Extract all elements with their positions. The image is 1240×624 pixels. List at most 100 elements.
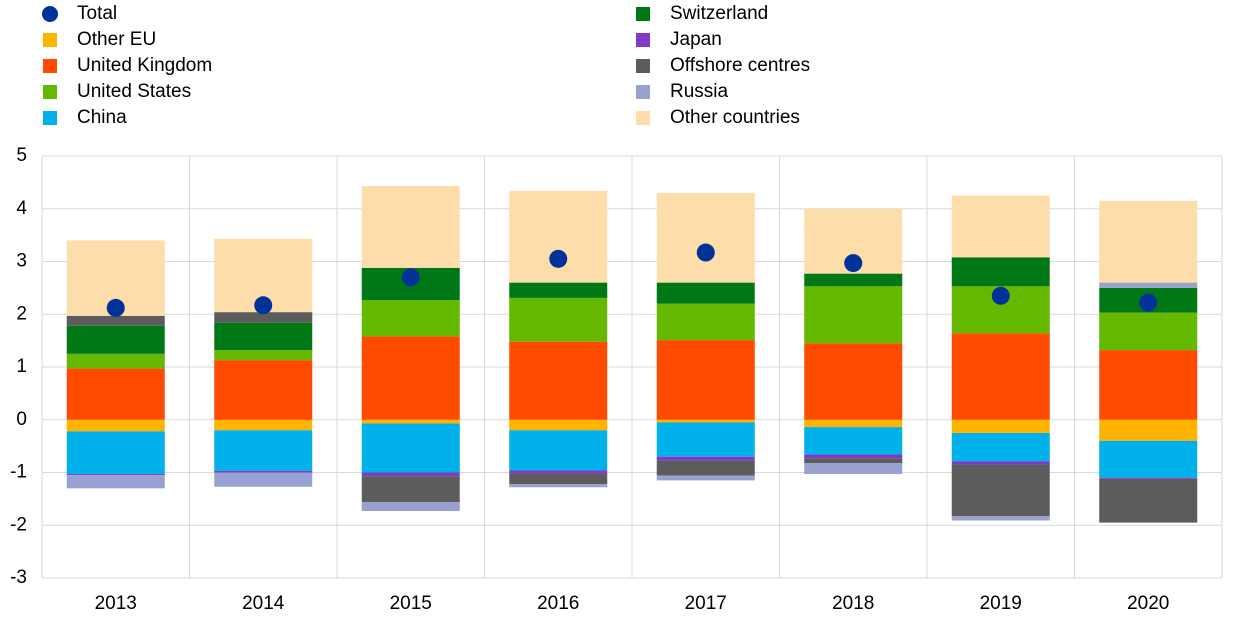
bar-segment — [1099, 477, 1198, 479]
bar-segment — [214, 430, 313, 471]
bar-segment — [214, 322, 313, 351]
legend-marker — [42, 6, 58, 22]
bar-segment — [656, 192, 755, 283]
bar-segment — [509, 297, 608, 342]
bar-segment — [214, 360, 313, 420]
legend-label: Russia — [670, 81, 729, 102]
legend-label: United States — [77, 81, 191, 102]
legend-marker — [43, 59, 57, 73]
bar-segment — [656, 456, 755, 461]
total-dot — [844, 254, 863, 273]
bar-segment — [804, 463, 903, 475]
bar-segment — [66, 431, 165, 475]
y-tick-label: -3 — [10, 567, 27, 588]
bar-segment — [509, 282, 608, 298]
bar-segment — [66, 474, 165, 476]
bar-segment — [66, 475, 165, 489]
bar-segment — [804, 458, 903, 464]
total-dot — [696, 243, 715, 262]
bar-segment — [66, 368, 165, 420]
legend-label: Other EU — [77, 29, 156, 50]
bar-segment — [1099, 350, 1198, 420]
x-tick-label: 2014 — [242, 593, 285, 614]
legend-label: Other countries — [670, 107, 800, 128]
x-tick-label: 2016 — [537, 593, 579, 614]
bar-segment — [951, 461, 1050, 465]
bar-segment — [656, 282, 755, 304]
bar-segment — [804, 427, 903, 455]
total-dot — [549, 249, 568, 268]
bar-segment — [1099, 312, 1198, 351]
x-tick-label: 2017 — [685, 593, 727, 614]
bar-segment — [951, 195, 1050, 258]
legend-label: Offshore centres — [670, 55, 810, 76]
bar-segment — [214, 472, 313, 487]
legend-marker — [636, 111, 650, 125]
bar-segment — [66, 315, 165, 326]
bar-segment — [214, 419, 313, 431]
legend-label: Japan — [670, 29, 722, 50]
bar-segment — [804, 454, 903, 459]
bar-segment — [361, 472, 460, 477]
bar-segment — [214, 312, 313, 323]
bar-segment — [804, 286, 903, 344]
bar-segment — [361, 476, 460, 503]
bar-segment — [1099, 440, 1198, 478]
bar-segment — [66, 419, 165, 432]
bar-segment — [656, 460, 755, 476]
x-tick-label: 2018 — [832, 593, 874, 614]
total-dot — [1139, 293, 1158, 312]
legend-marker — [636, 33, 650, 47]
y-tick-label: 4 — [16, 198, 27, 219]
bar-segment — [804, 273, 903, 287]
total-dot — [401, 268, 420, 287]
bar-segment — [214, 470, 313, 473]
x-tick-label: 2015 — [390, 593, 432, 614]
bar-segment — [656, 422, 755, 457]
y-tick-label: 0 — [16, 409, 27, 430]
bar-segment — [509, 190, 608, 283]
bar-segment — [1099, 419, 1198, 441]
total-dot — [991, 286, 1010, 305]
bar-segment — [951, 516, 1050, 521]
y-tick-label: -1 — [10, 462, 27, 483]
x-tick-label: 2013 — [95, 593, 137, 614]
total-dot — [254, 296, 273, 315]
bar-segment — [804, 419, 903, 428]
bar-segment — [656, 475, 755, 481]
legend-label: United Kingdom — [77, 55, 212, 76]
bar-segment — [361, 336, 460, 420]
bar-segment — [361, 300, 460, 337]
bar-segment — [509, 473, 608, 485]
bar-segment — [1099, 282, 1198, 288]
bar-segment — [656, 303, 755, 341]
bar-segment — [951, 432, 1050, 462]
bar-segment — [509, 470, 608, 474]
bar-segment — [804, 343, 903, 420]
bar-segment — [66, 353, 165, 369]
y-tick-label: 3 — [16, 251, 27, 272]
legend-marker — [43, 111, 57, 125]
bar-segment — [361, 502, 460, 512]
y-tick-label: 2 — [16, 303, 27, 324]
x-tick-label: 2020 — [1127, 593, 1169, 614]
bar-segment — [509, 484, 608, 488]
bar-segment — [951, 333, 1050, 420]
bar-segment — [66, 325, 165, 354]
bar-segment — [656, 419, 755, 423]
legend-marker — [636, 85, 650, 99]
bar-segment — [361, 419, 460, 424]
legend-label: China — [77, 107, 127, 128]
bar-segment — [656, 340, 755, 420]
bar-segment — [361, 186, 460, 268]
legend-label: Total — [77, 3, 117, 24]
legend-marker — [43, 85, 57, 99]
bar-segment — [951, 257, 1050, 287]
y-tick-label: 5 — [16, 145, 27, 166]
legend-label: Switzerland — [670, 3, 768, 24]
bar-segment — [951, 464, 1050, 517]
x-tick-label: 2019 — [980, 593, 1022, 614]
bar-segment — [1099, 200, 1198, 283]
bar-segment — [509, 341, 608, 420]
